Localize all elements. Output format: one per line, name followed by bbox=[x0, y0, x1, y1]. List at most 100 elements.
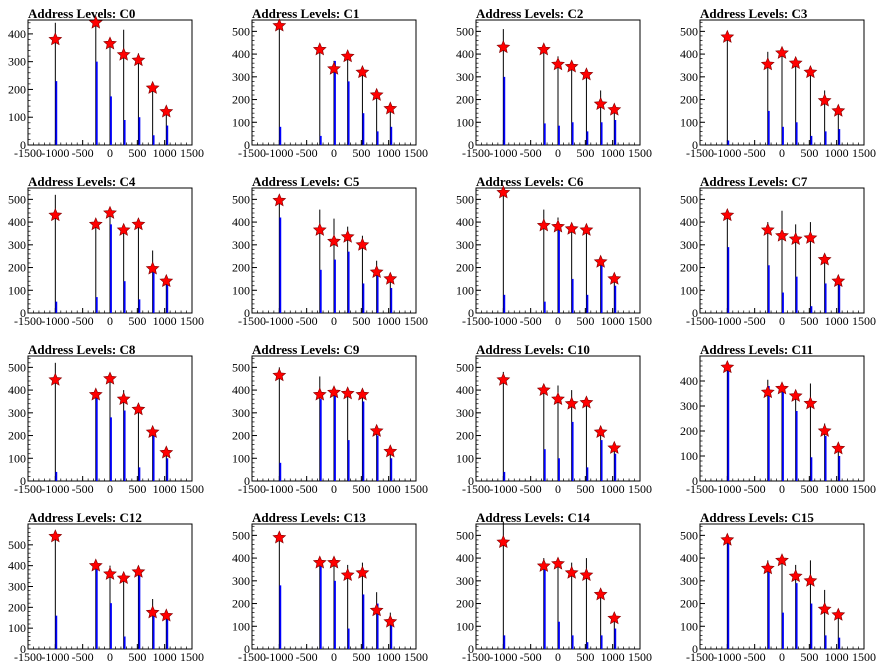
y-tick-label: 300 bbox=[8, 580, 26, 594]
star-marker bbox=[496, 534, 511, 549]
x-tick-label: 1000 bbox=[377, 482, 401, 496]
star-marker bbox=[48, 372, 63, 386]
star-marker bbox=[579, 67, 594, 81]
x-tick-label: -1000 bbox=[265, 314, 293, 328]
star-marker bbox=[159, 273, 174, 288]
star-marker bbox=[551, 391, 565, 406]
x-tick-label: 0 bbox=[555, 146, 561, 160]
x-tick-label: -500 bbox=[296, 146, 318, 160]
chart-plot: 0 100 200 300 400 500 -1500 -1000 -500 0 500 1000 15… bbox=[8, 355, 204, 496]
y-tick-label: 0 bbox=[244, 138, 250, 152]
chart-title: Address Levels: C5 bbox=[252, 174, 360, 189]
star-marker bbox=[564, 59, 579, 73]
star-marker bbox=[116, 391, 131, 406]
x-tick-label: 1500 bbox=[404, 146, 428, 160]
star-marker bbox=[103, 371, 117, 385]
x-tick-label: -500 bbox=[520, 314, 542, 328]
y-tick-label: 100 bbox=[456, 451, 474, 465]
x-tick-label: 500 bbox=[128, 650, 146, 664]
y-tick-label: 200 bbox=[232, 429, 250, 443]
x-tick-label: 1000 bbox=[153, 650, 177, 664]
chart-panel: Address Levels: C15 0 100 200 300 400 500 -1500… bbox=[672, 504, 896, 672]
x-tick-label: -1500 bbox=[462, 314, 490, 328]
star-marker bbox=[340, 386, 355, 400]
x-tick-label: -1000 bbox=[41, 146, 69, 160]
x-tick-label: 0 bbox=[779, 314, 785, 328]
star-marker bbox=[340, 49, 355, 63]
star-marker bbox=[159, 608, 174, 622]
star-marker bbox=[536, 218, 551, 232]
star-marker bbox=[116, 47, 131, 61]
star-marker bbox=[312, 387, 327, 401]
star-marker bbox=[720, 359, 735, 374]
x-tick-label: -1500 bbox=[238, 314, 266, 328]
x-tick-label: -500 bbox=[72, 482, 94, 496]
y-tick-label: 0 bbox=[692, 138, 698, 152]
y-tick-label: 400 bbox=[8, 215, 26, 229]
x-tick-label: -1500 bbox=[686, 146, 714, 160]
star-marker bbox=[383, 444, 398, 458]
y-tick-label: 500 bbox=[232, 192, 250, 206]
star-marker bbox=[312, 222, 327, 236]
x-tick-label: -1500 bbox=[14, 482, 42, 496]
y-tick-label: 300 bbox=[456, 70, 474, 84]
star-marker bbox=[760, 222, 775, 236]
chart-plot: 0 100 200 300 400 500 -1500 -1000 -500 0 500 1000 15… bbox=[456, 185, 652, 328]
x-tick-label: -500 bbox=[744, 314, 766, 328]
chart-plot: 0 100 200 300 400 500 -1500 -1000 -500 0 500 1000 15… bbox=[680, 19, 876, 160]
y-tick-label: 100 bbox=[232, 115, 250, 129]
x-tick-label: -1000 bbox=[41, 650, 69, 664]
star-marker bbox=[272, 193, 287, 207]
star-marker bbox=[579, 567, 594, 581]
x-tick-label: 1500 bbox=[628, 314, 652, 328]
y-tick-label: 0 bbox=[20, 306, 26, 320]
y-tick-label: 100 bbox=[8, 451, 26, 465]
y-tick-label: 0 bbox=[20, 474, 26, 488]
y-tick-label: 400 bbox=[680, 47, 698, 61]
chart-panel: Address Levels: C13 0 100 200 300 400 500 -1500… bbox=[224, 504, 448, 672]
star-marker bbox=[369, 87, 384, 101]
star-marker bbox=[579, 222, 594, 236]
x-tick-label: 0 bbox=[555, 650, 561, 664]
x-tick-label: -1500 bbox=[462, 482, 490, 496]
star-marker bbox=[327, 555, 341, 569]
x-tick-label: 1000 bbox=[153, 146, 177, 160]
y-tick-label: 100 bbox=[456, 283, 474, 297]
y-tick-label: 0 bbox=[468, 474, 474, 488]
y-tick-label: 500 bbox=[680, 528, 698, 542]
x-tick-label: 500 bbox=[352, 650, 370, 664]
y-tick-label: 500 bbox=[456, 192, 474, 206]
x-tick-label: 0 bbox=[331, 650, 337, 664]
star-marker bbox=[327, 385, 341, 399]
x-tick-label: 500 bbox=[800, 314, 818, 328]
star-marker bbox=[145, 261, 160, 275]
x-tick-label: 0 bbox=[779, 146, 785, 160]
y-tick-label: 0 bbox=[468, 306, 474, 320]
x-tick-label: 1000 bbox=[601, 482, 625, 496]
chart-plot: 0 100 200 300 400 500 -1500 -1000 -500 0 500 1000 15… bbox=[232, 18, 428, 160]
chart-panel: Address Levels: C1 0 100 200 300 400 500 -1500-… bbox=[224, 0, 448, 168]
x-tick-label: -500 bbox=[520, 146, 542, 160]
y-tick-label: 0 bbox=[244, 306, 250, 320]
star-marker bbox=[817, 93, 832, 107]
star-marker bbox=[788, 55, 803, 70]
x-tick-label: 1500 bbox=[404, 650, 428, 664]
y-tick-label: 300 bbox=[680, 574, 698, 588]
star-marker bbox=[312, 555, 327, 569]
chart-title: Address Levels: C14 bbox=[476, 510, 590, 525]
chart-plot: 0 100 200 300 400 500 -1500 -1000 -500 0 500 1000 15… bbox=[456, 19, 652, 160]
x-tick-label: -1000 bbox=[489, 482, 517, 496]
x-tick-label: 1500 bbox=[404, 314, 428, 328]
x-tick-label: -500 bbox=[72, 650, 94, 664]
star-marker bbox=[564, 221, 579, 235]
star-marker bbox=[775, 228, 789, 242]
x-tick-label: 1500 bbox=[180, 650, 204, 664]
y-tick-label: 100 bbox=[680, 283, 698, 297]
y-tick-label: 300 bbox=[456, 574, 474, 588]
chart-panel: Address Levels: C10 0 100 200 300 400 500 -1500… bbox=[448, 336, 672, 504]
y-tick-label: 400 bbox=[680, 551, 698, 565]
star-marker bbox=[383, 101, 398, 115]
y-tick-label: 200 bbox=[232, 597, 250, 611]
x-tick-label: -1000 bbox=[713, 650, 741, 664]
chart-title: Address Levels: C1 bbox=[252, 6, 360, 21]
